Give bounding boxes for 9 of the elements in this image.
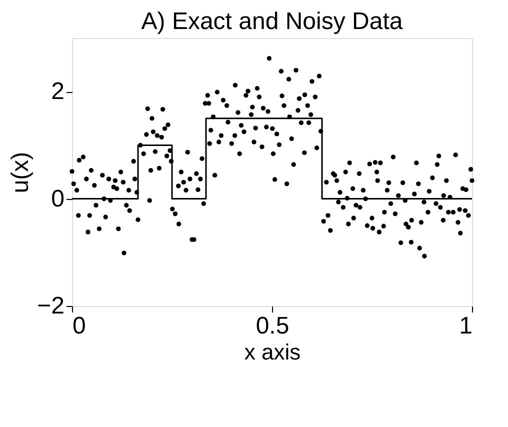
y-tick-label: 2 [51, 78, 64, 106]
x-axis-title: x axis [244, 340, 301, 364]
x-tick-label: 0.5 [256, 312, 290, 340]
x-tick-label: 0 [72, 312, 86, 340]
y-tick-label: −2 [37, 292, 64, 320]
chart-title: A) Exact and Noisy Data [141, 8, 404, 35]
y-tick-label: 0 [51, 185, 64, 212]
y-axis-title: u(x) [7, 152, 34, 194]
x-tick-label: 1 [459, 312, 472, 340]
